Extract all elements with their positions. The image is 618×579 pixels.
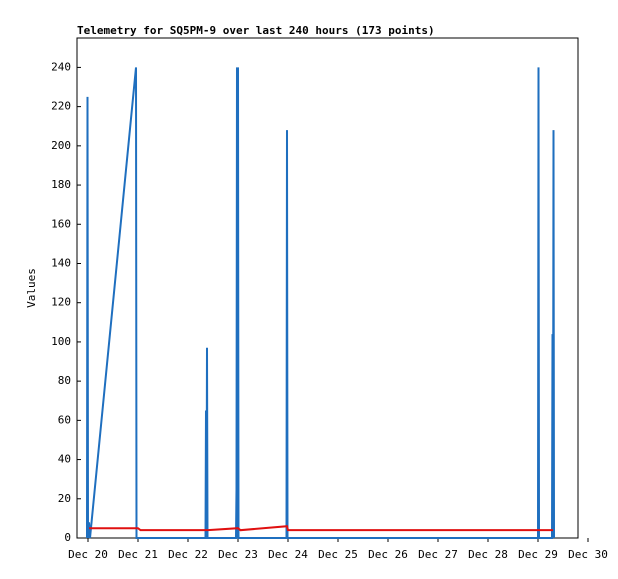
- x-tick-label: Dec 20: [68, 548, 108, 561]
- y-tick-label: 100: [51, 335, 71, 348]
- x-tick-label: Dec 29: [518, 548, 558, 561]
- y-tick-label: 140: [51, 256, 71, 269]
- y-tick-label: 220: [51, 100, 71, 113]
- series-line: [89, 525, 553, 532]
- chart-title: Telemetry for SQ5PM-9 over last 240 hour…: [77, 24, 435, 37]
- y-tick-label: 60: [58, 413, 71, 426]
- x-tick-label: Dec 24: [268, 548, 308, 561]
- y-tick-label: 120: [51, 296, 71, 309]
- x-tick-label: Dec 26: [368, 548, 408, 561]
- y-tick-label: 40: [58, 453, 71, 466]
- x-tick-label: Dec 25: [318, 548, 358, 561]
- x-tick-label: Dec 27: [418, 548, 458, 561]
- y-tick-label: 160: [51, 217, 71, 230]
- y-axis-label: Values: [25, 268, 38, 308]
- x-tick-label: Dec 23: [218, 548, 258, 561]
- x-tick-label: Dec 30: [568, 548, 608, 561]
- x-tick-label: Dec 22: [168, 548, 208, 561]
- series-line: [86, 67, 555, 539]
- y-tick-label: 200: [51, 139, 71, 152]
- y-tick-label: 240: [51, 60, 71, 73]
- y-tick-label: 0: [64, 531, 71, 544]
- x-tick-label: Dec 21: [118, 548, 158, 561]
- y-tick-label: 20: [58, 492, 71, 505]
- x-tick-label: Dec 28: [468, 548, 508, 561]
- plot-frame: [76, 37, 579, 539]
- y-tick-label: 180: [51, 178, 71, 191]
- y-tick-label: 80: [58, 374, 71, 387]
